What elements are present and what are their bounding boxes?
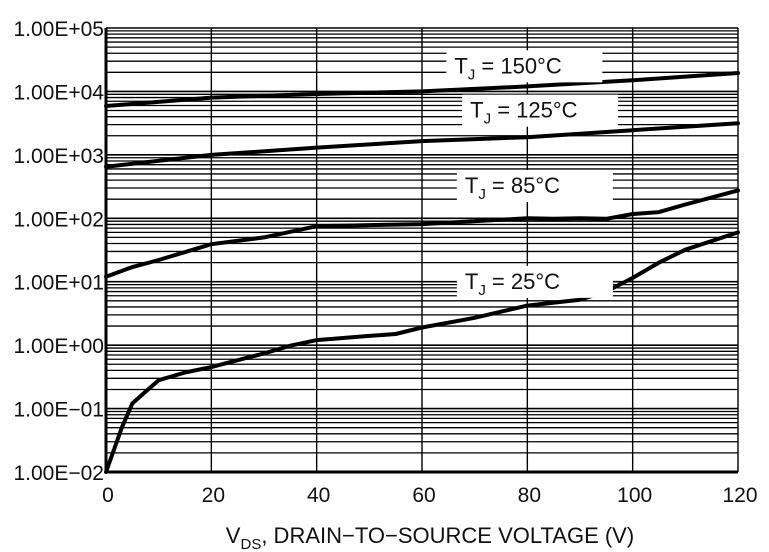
series-lines — [104, 71, 740, 474]
x-tick-label: 120 — [722, 484, 757, 507]
y-tick-label: 1.00E−02 — [13, 462, 104, 485]
series-label: TJ = 125°C — [470, 98, 578, 128]
series-label: TJ = 150°C — [454, 53, 562, 83]
y-tick-label: 1.00E+04 — [13, 81, 104, 104]
x-tick-label: 60 — [412, 484, 435, 507]
y-tick-label: 1.00E+00 — [13, 335, 104, 358]
series-label-background — [456, 169, 613, 202]
axes: 1.00E+05 1.00E+04 1.00E+03 1.00E+02 1.00E+01… — [13, 18, 757, 507]
series-label: TJ = 85°C — [465, 173, 560, 203]
series-label: TJ = 25°C — [465, 269, 560, 299]
x-tick-label: 40 — [307, 484, 330, 507]
series-line-0 — [104, 71, 740, 108]
y-tick-label: 1.00E−01 — [13, 399, 104, 422]
x-tick-label: 20 — [202, 484, 225, 507]
series-labels: TJ = 150°C TJ = 125°C TJ = 85°C TJ = 25°C — [446, 50, 619, 299]
x-tick-label: 80 — [518, 484, 541, 507]
series-label-background — [456, 265, 613, 298]
x-axis-label: VDS, DRAIN−TO−SOURCE VOLTAGE (V) — [226, 523, 634, 552]
series-label-background — [462, 94, 619, 127]
series-line-1 — [104, 121, 740, 169]
series-label-background — [446, 50, 603, 83]
y-tick-label: 1.00E+02 — [13, 208, 104, 231]
grid — [105, 27, 739, 473]
y-tick-label: 1.00E+01 — [13, 272, 104, 295]
series-line-2 — [104, 188, 740, 279]
x-tick-label: 0 — [102, 484, 114, 507]
series-line-3 — [104, 230, 740, 474]
x-tick-label: 100 — [617, 484, 652, 507]
y-tick-label: 1.00E+03 — [13, 145, 104, 168]
y-tick-label: 1.00E+05 — [13, 18, 104, 41]
